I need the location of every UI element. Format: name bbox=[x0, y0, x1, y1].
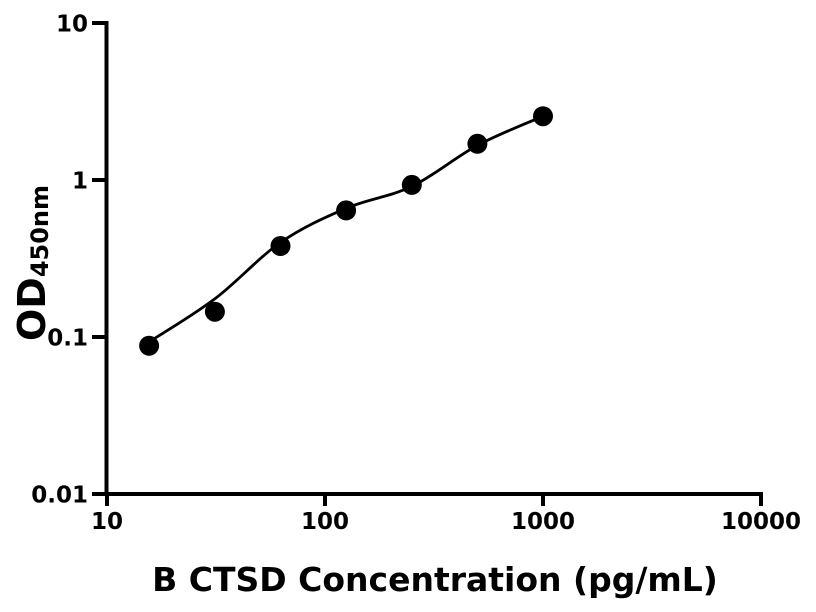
data-point-marker bbox=[270, 236, 291, 256]
data-point-marker bbox=[204, 301, 225, 322]
x-axis-tick-label: 10 bbox=[91, 509, 123, 535]
x-axis-tick-label: 100 bbox=[301, 509, 349, 535]
data-point-marker bbox=[533, 106, 553, 127]
data-point-marker bbox=[401, 174, 422, 195]
x-axis-title: B CTSD Concentration (pg/mL) bbox=[152, 560, 718, 599]
axis-spines bbox=[104, 21, 763, 496]
data-point-marker bbox=[467, 133, 488, 154]
y-axis-tick-label: 10 bbox=[56, 12, 88, 38]
y-axis-tick-label: 0.1 bbox=[47, 326, 88, 352]
y-axis-label-main: OD bbox=[10, 277, 54, 342]
y-axis-label-subscript: 450nm bbox=[26, 184, 54, 278]
data-point-marker bbox=[139, 335, 160, 356]
x-axis-tick-label: 1000 bbox=[511, 509, 575, 535]
x-axis-tick-label: 10000 bbox=[721, 509, 801, 535]
y-axis-tick-label: 1 bbox=[72, 169, 88, 195]
y-axis-tick-label: 0.01 bbox=[31, 483, 88, 509]
y-axis-label: OD450nm bbox=[10, 185, 54, 341]
data-point-marker bbox=[336, 200, 357, 221]
